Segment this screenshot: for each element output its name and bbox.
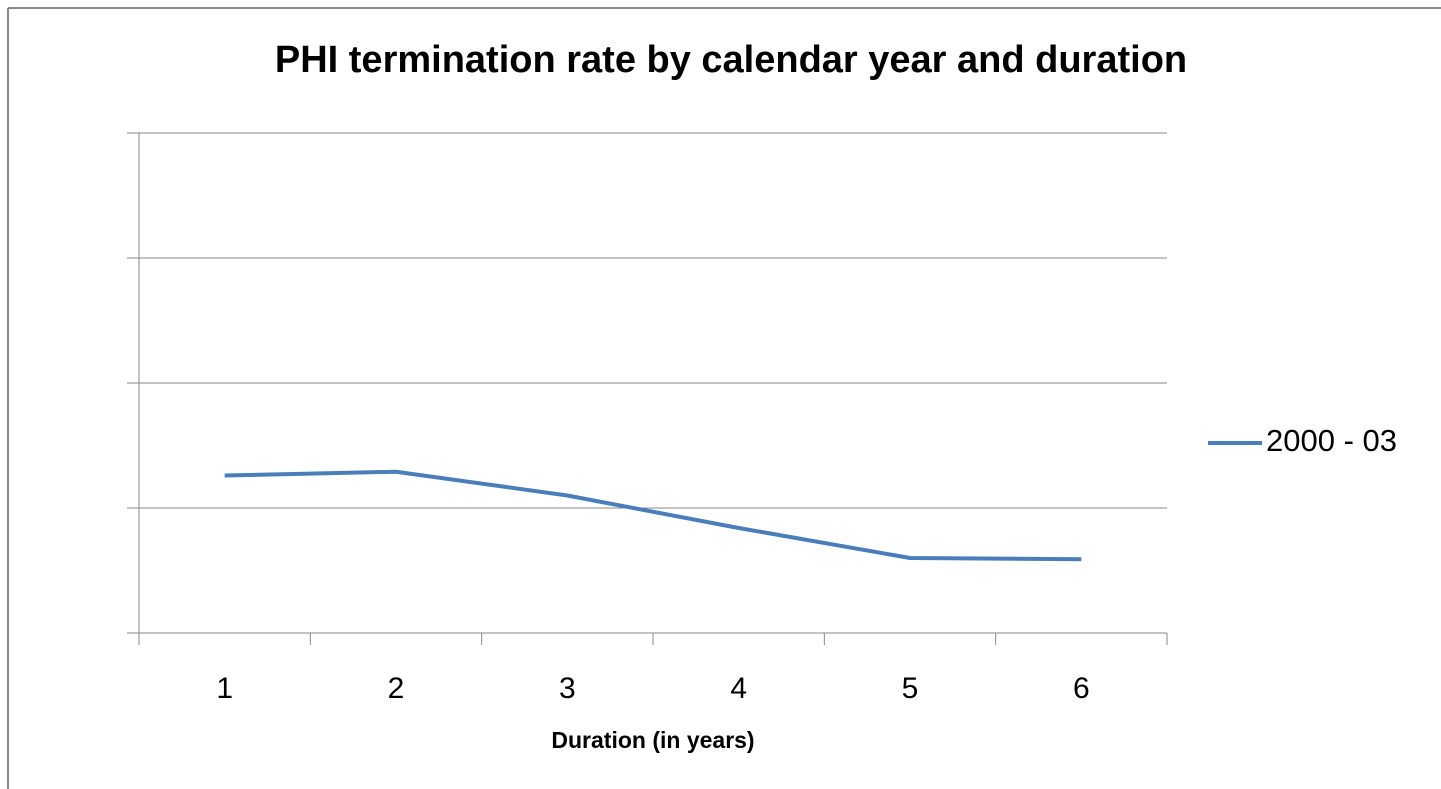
x-tick-label: 2	[388, 672, 405, 705]
chart-title: PHI termination rate by calendar year an…	[275, 39, 1187, 81]
x-tick-label: 1	[216, 672, 233, 705]
x-tick-label: 6	[1073, 672, 1090, 705]
legend-label: 2000 - 03	[1266, 423, 1397, 458]
x-tick-label: 5	[902, 672, 919, 705]
data-line	[224, 469, 1082, 562]
x-tick-label: 3	[559, 672, 576, 705]
x-axis-label: Duration (in years)	[551, 727, 754, 753]
x-tick-label: 4	[730, 672, 747, 705]
